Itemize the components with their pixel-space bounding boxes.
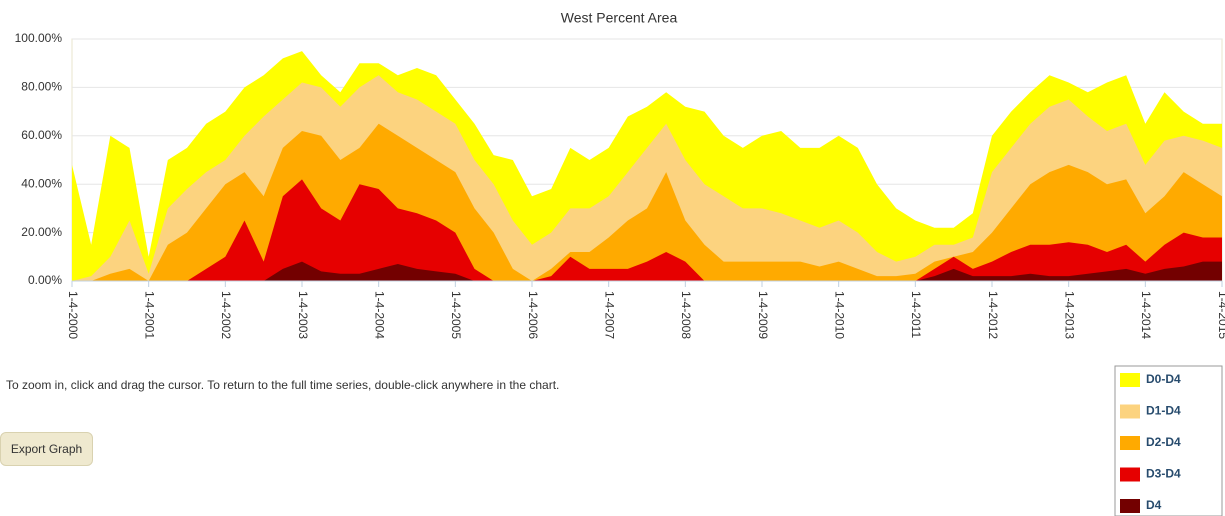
y-tick-label: 40.00% xyxy=(21,176,62,190)
x-tick-label: 1-4-2006 xyxy=(526,291,540,339)
legend-label[interactable]: D2-D4 xyxy=(1146,435,1181,449)
legend-swatch[interactable] xyxy=(1120,373,1140,387)
x-tick-label: 1-4-2000 xyxy=(66,291,80,339)
x-tick-label: 1-4-2012 xyxy=(986,291,1000,339)
x-tick-label: 1-4-2008 xyxy=(679,291,693,339)
legend-label[interactable]: D3-D4 xyxy=(1146,467,1181,481)
x-tick-label: 1-4-2013 xyxy=(1062,291,1076,339)
legend-label[interactable]: D0-D4 xyxy=(1146,372,1181,386)
y-tick-label: 0.00% xyxy=(28,273,62,287)
x-tick-label: 1-4-2005 xyxy=(449,291,463,339)
legend-label[interactable]: D4 xyxy=(1146,498,1162,512)
legend-swatch[interactable] xyxy=(1120,499,1140,513)
y-tick-label: 20.00% xyxy=(21,225,62,239)
x-tick-label: 1-4-2010 xyxy=(832,291,846,339)
x-tick-label: 1-4-2009 xyxy=(756,291,770,339)
x-tick-label: 1-4-2004 xyxy=(372,291,386,339)
x-tick-label: 1-4-2002 xyxy=(219,291,233,339)
area xyxy=(72,261,1222,281)
x-tick-label: 1-4-2003 xyxy=(296,291,310,339)
area xyxy=(72,179,1222,281)
x-tick-label: 1-4-2007 xyxy=(602,291,616,339)
x-tick-label: 1-4-2011 xyxy=(909,291,923,338)
export-button[interactable]: Export Graph xyxy=(0,432,93,466)
legend-swatch[interactable] xyxy=(1120,404,1140,419)
legend-label[interactable]: D1-D4 xyxy=(1146,404,1181,418)
chart-title: West Percent Area xyxy=(561,10,678,26)
x-tick-label: 1-4-2014 xyxy=(1139,291,1153,339)
legend-swatch[interactable] xyxy=(1120,436,1140,450)
x-tick-label: 1-4-2015 xyxy=(1216,291,1225,339)
y-tick-label: 100.00% xyxy=(15,31,63,45)
instructions: To zoom in, click and drag the cursor. T… xyxy=(6,378,560,392)
x-tick-label: 1-4-2001 xyxy=(142,291,156,339)
y-tick-label: 80.00% xyxy=(21,80,62,94)
y-tick-label: 60.00% xyxy=(21,128,62,142)
legend-swatch[interactable] xyxy=(1120,467,1140,482)
